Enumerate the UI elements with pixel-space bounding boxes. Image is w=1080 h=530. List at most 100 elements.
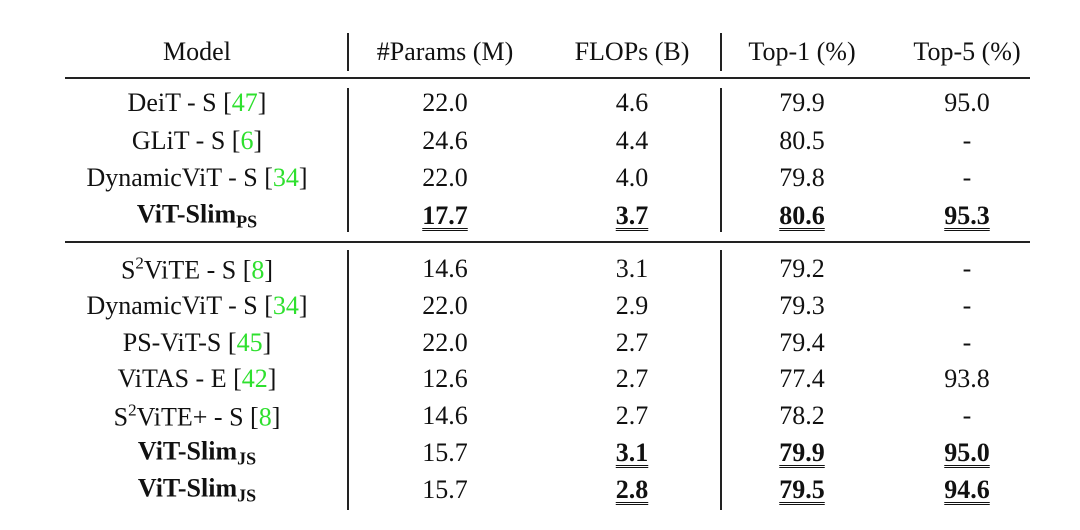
model-cite: 45: [236, 327, 263, 357]
metric-cell: 80.6: [779, 200, 825, 230]
metric-cell: -: [962, 290, 972, 320]
model-text: ]: [298, 290, 308, 320]
model-name: ViT-SlimJS: [137, 436, 257, 469]
model-cite: 6: [240, 125, 254, 155]
metric-cell: 24.6: [422, 125, 468, 155]
model-text: ViT-Slim: [137, 436, 238, 466]
model-cite: 42: [241, 364, 268, 394]
metric-cell: -: [962, 163, 972, 192]
model-text: ]: [257, 88, 267, 117]
model-name: S2ViTE+ - S [8]: [114, 402, 281, 431]
metric-cell: 78.2: [779, 401, 825, 431]
model-text: ViT-Slim: [136, 199, 237, 228]
model-text: DynamicViT - S [: [86, 290, 273, 320]
horizontal-rule: [65, 241, 1030, 243]
model-sub: JS: [237, 485, 257, 506]
model-text: GLiT - S [: [131, 125, 241, 155]
metric-cell: 79.8: [779, 163, 825, 192]
model-sub: JS: [237, 448, 257, 469]
model-text: S: [113, 402, 129, 432]
model-name: GLiT - S [6]: [131, 125, 263, 155]
model-text: ViTE+ - S [: [136, 402, 259, 432]
metric-cell: 94.6: [944, 474, 990, 504]
model-name: DynamicViT - S [34]: [86, 290, 308, 320]
vertical-rule: [720, 88, 722, 232]
model-sup: 2: [128, 400, 137, 420]
metric-cell: 2.7: [615, 364, 649, 394]
header-cell: Top-5 (%): [913, 37, 1021, 66]
metric-cell: 79.2: [779, 254, 825, 283]
metric-cell: -: [962, 327, 972, 357]
model-name: ViTAS - E [42]: [118, 366, 277, 392]
header-cell: Top-1 (%): [748, 37, 856, 66]
metric-cell: 14.6: [422, 254, 468, 283]
metric-cell: 93.8: [944, 364, 990, 394]
model-text: PS-ViT-S [: [122, 327, 237, 357]
header-cell: #Params (M): [376, 37, 514, 66]
vertical-rule: [720, 33, 722, 71]
model-text: ]: [267, 364, 277, 394]
metric-cell: 79.4: [779, 327, 825, 357]
model-name: ViT-SlimPS: [136, 199, 258, 231]
model-name: DynamicViT - S [34]: [86, 165, 307, 191]
model-text: ]: [298, 163, 308, 192]
metric-cell: 80.5: [779, 125, 825, 155]
metric-cell: -: [962, 254, 972, 283]
metric-cell: 22.0: [422, 327, 468, 357]
model-cite: 8: [258, 402, 272, 432]
model-text: ]: [262, 327, 272, 357]
metric-cell: 22.0: [422, 290, 468, 320]
model-cite: 34: [272, 290, 299, 320]
model-name: PS-ViT-S [45]: [122, 327, 272, 357]
vertical-rule: [347, 250, 349, 510]
metric-cell: 95.0: [944, 88, 990, 117]
metric-cell: 22.0: [422, 88, 468, 117]
metric-cell: 79.9: [779, 88, 825, 117]
metric-cell: 4.0: [615, 163, 649, 192]
metric-cell: 14.6: [422, 401, 468, 431]
model-cite: 34: [272, 163, 299, 192]
vertical-rule: [347, 33, 349, 71]
metric-cell: 4.6: [615, 88, 649, 117]
metric-cell: 15.7: [422, 474, 468, 504]
metric-cell: 3.1: [615, 254, 649, 283]
metric-cell: 95.3: [944, 200, 990, 230]
model-sup: 2: [135, 253, 144, 273]
metric-cell: 12.6: [422, 364, 468, 394]
metric-cell: -: [962, 125, 972, 155]
metric-cell: 3.1: [615, 438, 649, 467]
model-cite: 8: [251, 255, 265, 285]
metric-cell: -: [962, 401, 972, 431]
model-text: ]: [264, 255, 274, 285]
model-text: DeiT - S [: [127, 88, 232, 117]
model-text: DynamicViT - S [: [86, 163, 273, 192]
metric-cell: 2.8: [615, 474, 649, 504]
model-text: ViT-Slim: [137, 473, 238, 503]
header-cell: Model: [163, 37, 231, 66]
metric-cell: 2.7: [615, 401, 649, 431]
metric-cell: 17.7: [422, 200, 468, 230]
metric-cell: 3.7: [615, 200, 649, 230]
model-text: ]: [253, 125, 263, 155]
metric-cell: 2.7: [615, 327, 649, 357]
metric-cell: 77.4: [779, 364, 825, 394]
metric-cell: 15.7: [422, 438, 468, 467]
model-text: ]: [271, 402, 281, 432]
metric-cell: 79.5: [779, 474, 825, 504]
metric-cell: 95.0: [944, 438, 990, 467]
model-text: ViTAS - E [: [117, 364, 242, 394]
vertical-rule: [347, 88, 349, 232]
model-sub: PS: [236, 211, 258, 231]
model-text: S: [120, 255, 136, 285]
model-name: S2ViTE - S [8]: [121, 255, 273, 284]
model-name: ViT-SlimJS: [137, 473, 257, 506]
metric-cell: 79.3: [779, 290, 825, 320]
metric-cell: 4.4: [615, 125, 649, 155]
model-text: ViTE - S [: [143, 255, 252, 285]
model-cite: 47: [231, 88, 258, 117]
metric-cell: 2.9: [615, 290, 649, 320]
metric-cell: 22.0: [422, 163, 468, 192]
metric-cell: 79.9: [779, 438, 825, 467]
model-name: DeiT - S [47]: [128, 90, 267, 116]
